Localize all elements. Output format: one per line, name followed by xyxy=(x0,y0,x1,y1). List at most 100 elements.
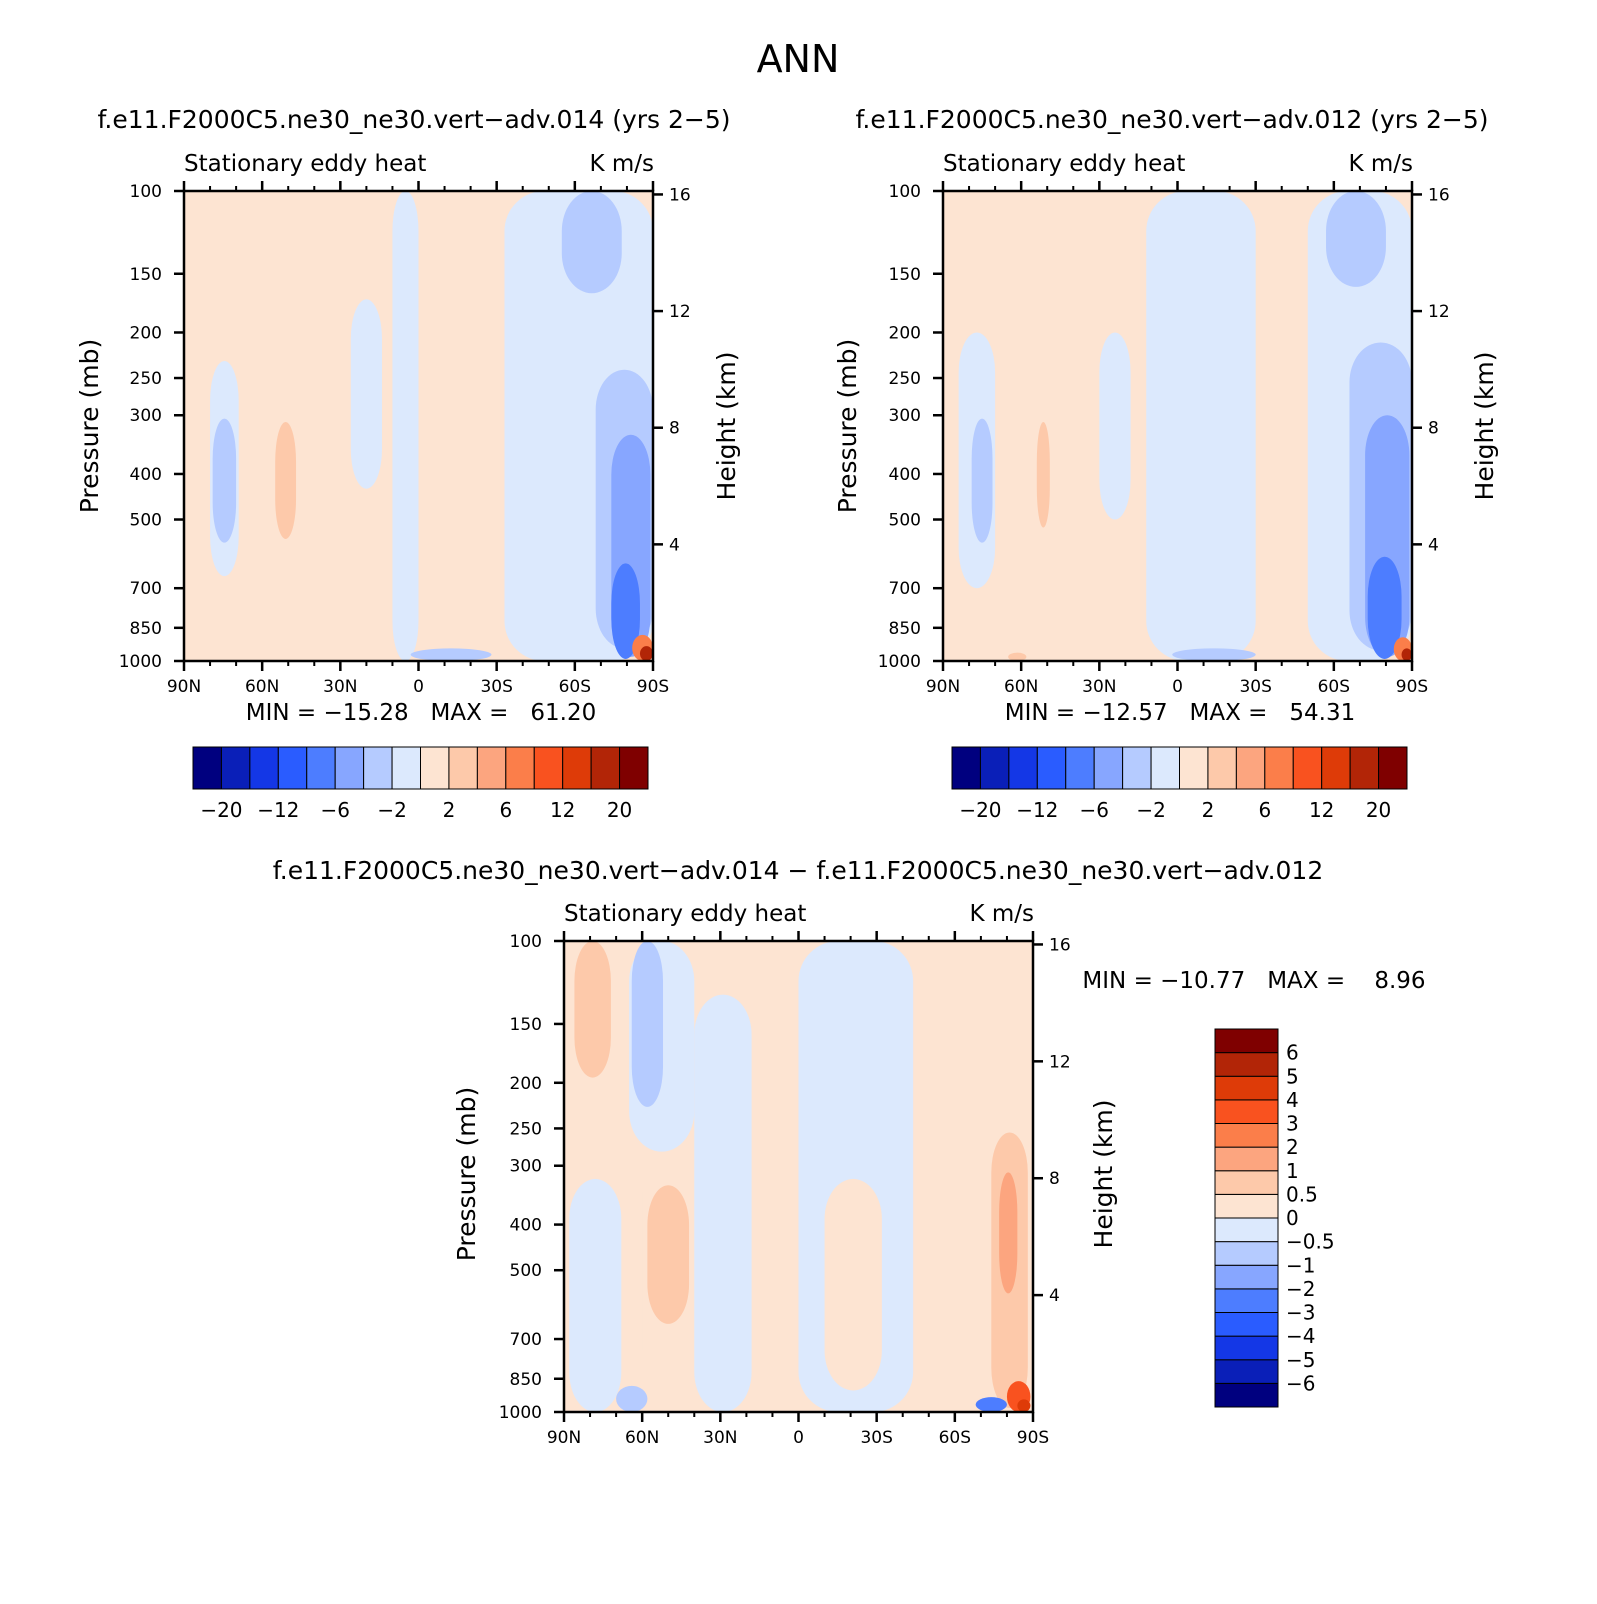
colorbar-box xyxy=(1214,1264,1279,1290)
colorbar-box xyxy=(505,746,535,790)
x-tick-label: 30N xyxy=(703,1428,737,1448)
y-tick-label: 400 xyxy=(510,1216,542,1236)
colorbar-box xyxy=(1349,746,1380,790)
y-tick-label: 200 xyxy=(889,323,921,343)
colorbar-box xyxy=(249,746,279,790)
panel-2-right-string: K m/s xyxy=(1348,151,1413,177)
panel-2-stats: MIN = −12.57 MAX = 54.31 xyxy=(1005,700,1355,726)
colorbar-label: 2 xyxy=(1286,1135,1299,1159)
colorbar-label: −6 xyxy=(1286,1371,1315,1395)
panel-3-y-axis-label: Pressure (mb) xyxy=(452,1087,481,1261)
colorbar-box xyxy=(1150,746,1180,790)
y2-tick-label: 12 xyxy=(669,302,691,322)
y2-tick-label: 8 xyxy=(669,419,680,439)
colorbar-box xyxy=(1207,746,1237,790)
colorbar-label: −1 xyxy=(1286,1253,1315,1277)
contour-region-14 xyxy=(1172,648,1256,661)
x-tick-label: 30S xyxy=(860,1428,892,1448)
colorbar-box xyxy=(1214,1193,1279,1219)
colorbar-box xyxy=(1292,746,1323,790)
contour-region-4 xyxy=(631,941,664,1107)
contour-region-16 xyxy=(639,646,653,661)
colorbar-label: −6 xyxy=(1079,798,1108,822)
contour-region-4 xyxy=(335,280,346,311)
contour-region-13 xyxy=(1367,556,1402,659)
colorbar-box xyxy=(1214,1052,1279,1077)
panel-1-colorbar: −20 −12 −6 −2 2 6 12 20 xyxy=(192,746,649,822)
y-tick-label: 300 xyxy=(510,1157,542,1177)
y-tick-label: 150 xyxy=(889,265,921,285)
x-tick-label: 60S xyxy=(559,677,591,697)
colorbar-box xyxy=(476,746,507,790)
panel-2-y2-axis-label: Height (km) xyxy=(1470,352,1499,501)
y-tick-label: 500 xyxy=(130,511,162,531)
y-tick-label: 150 xyxy=(510,1015,542,1035)
colorbar-label: 6 xyxy=(1286,1041,1299,1065)
y-tick-label: 200 xyxy=(510,1074,542,1094)
x-tick-label: 30S xyxy=(1239,677,1271,697)
colorbar-label: −2 xyxy=(1136,798,1165,822)
colorbar-label: −2 xyxy=(1286,1277,1315,1301)
colorbar-box xyxy=(533,746,564,790)
y-tick-label: 850 xyxy=(510,1370,542,1390)
colorbar-label: 0 xyxy=(1286,1206,1299,1230)
panel-2-colorbar: −20 −12 −6 −2 2 6 12 20 xyxy=(951,746,1408,822)
panel-2-left-string: Stationary eddy heat xyxy=(943,151,1185,177)
contour-region-14 xyxy=(410,648,492,661)
colorbar-label: 6 xyxy=(499,798,512,822)
panel-1-left-string: Stationary eddy heat xyxy=(184,151,426,177)
x-tick-label: 30S xyxy=(480,677,512,697)
x-tick-label: 60S xyxy=(939,1428,971,1448)
colorbar-box xyxy=(1214,1123,1279,1148)
x-tick-label: 60N xyxy=(1004,677,1038,697)
x-tick-label: 90S xyxy=(1396,677,1428,697)
colorbar-box xyxy=(448,746,478,790)
y-tick-label: 100 xyxy=(130,182,162,202)
colorbar-box xyxy=(391,746,421,790)
contour-region-10 xyxy=(1326,191,1386,287)
colorbar-box xyxy=(1065,746,1095,790)
y-tick-label: 850 xyxy=(889,619,921,639)
colorbar-box xyxy=(420,746,450,790)
y-tick-label: 1000 xyxy=(499,1403,542,1423)
contour-region-11 xyxy=(824,1178,882,1391)
colorbar-box xyxy=(1264,746,1294,790)
panel-2-y-axis-label: Pressure (mb) xyxy=(833,339,862,513)
y-tick-label: 500 xyxy=(510,1261,542,1281)
colorbar-box xyxy=(951,746,981,790)
colorbar-label: 4 xyxy=(1286,1088,1299,1112)
y-tick-label: 250 xyxy=(889,369,921,389)
y-tick-label: 250 xyxy=(510,1119,542,1139)
colorbar-label: −5 xyxy=(1286,1348,1315,1372)
y-tick-label: 700 xyxy=(510,1330,542,1350)
contour-region-9 xyxy=(616,1385,648,1412)
panel-3-title: f.e11.F2000C5.ne30_ne30.vert−adv.014 − f… xyxy=(273,856,1323,885)
contour-region-17 xyxy=(1017,1399,1031,1412)
panel-1-y2-axis-label: Height (km) xyxy=(712,352,741,501)
colorbar-box xyxy=(1093,746,1124,790)
colorbar-label: 12 xyxy=(1309,798,1334,822)
colorbar-label: 0.5 xyxy=(1286,1182,1318,1206)
panel-3-left-string: Stationary eddy heat xyxy=(564,901,806,927)
x-tick-label: 0 xyxy=(793,1428,804,1448)
panel-3-stats: MIN = −10.77 MAX = 8.96 xyxy=(1082,968,1425,994)
x-tick-label: 30N xyxy=(323,677,357,697)
colorbar-label: −20 xyxy=(959,798,1001,822)
y2-tick-label: 16 xyxy=(1428,185,1450,205)
y2-tick-label: 12 xyxy=(1428,302,1450,322)
colorbar-label: −20 xyxy=(200,798,242,822)
colorbar-box xyxy=(220,746,251,790)
contour-region-8 xyxy=(350,299,383,489)
colorbar-label: 1 xyxy=(1286,1159,1299,1183)
x-tick-label: 90N xyxy=(547,1428,581,1448)
panel-3-plot-area: 90N 60N 30N 0 30S 60S 90S 100 150 200 250 300 400 500… xyxy=(499,931,1071,1448)
contour-region-17 xyxy=(1401,648,1412,661)
y-tick-label: 400 xyxy=(889,465,921,485)
colorbar-box xyxy=(277,746,308,790)
panel-1-contour-fills xyxy=(184,191,653,661)
colorbar-box xyxy=(1214,1359,1279,1384)
panel-2-contour-fills xyxy=(943,191,1412,661)
colorbar-label: −12 xyxy=(1016,798,1058,822)
panel-1: f.e11.F2000C5.ne30_ne30.vert−adv.014 (yr… xyxy=(75,105,741,822)
colorbar-box xyxy=(590,746,621,790)
